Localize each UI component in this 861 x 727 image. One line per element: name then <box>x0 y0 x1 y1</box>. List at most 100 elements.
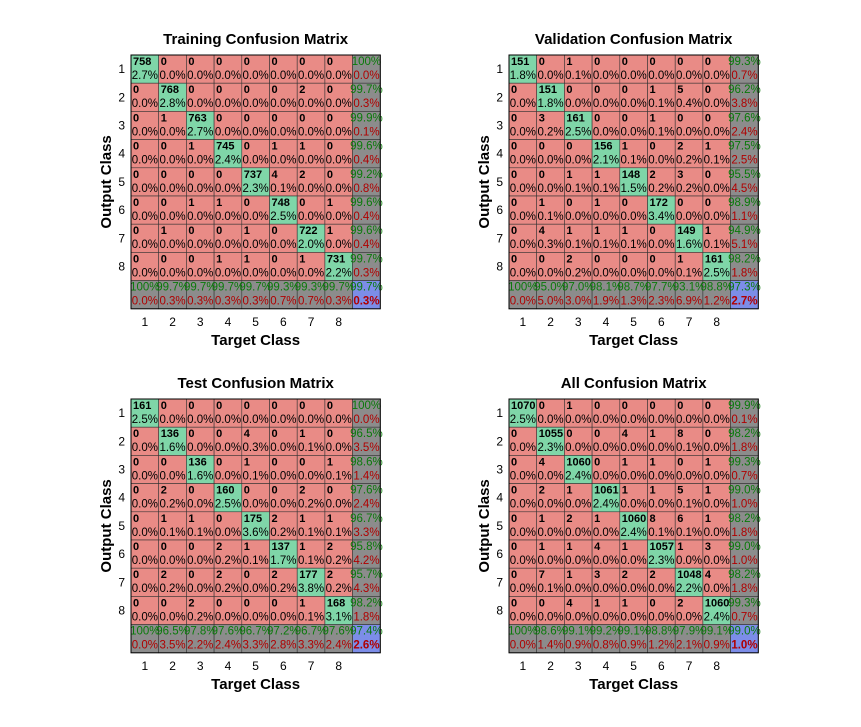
cell-value: 0 <box>216 84 222 96</box>
cell-percent: 0.0% <box>676 470 702 482</box>
cell-value: 2 <box>299 84 305 96</box>
off-diagonal-cell <box>130 139 160 169</box>
cell-value: 2 <box>188 597 194 609</box>
off-diagonal-cell <box>647 111 676 140</box>
cell-value: 0 <box>299 400 305 412</box>
cell-percent: 0.0% <box>648 267 674 279</box>
diagonal-cell <box>591 139 621 169</box>
cell-percent: 0.9% <box>565 640 591 652</box>
cell-percent: 1.6% <box>676 239 702 251</box>
cell-percent: 0.0% <box>270 126 296 138</box>
cell-value: 1 <box>622 225 628 237</box>
x-tick-label: 7 <box>308 659 315 673</box>
cell-value: 1 <box>216 253 222 265</box>
cell-percent: 1.0% <box>731 555 757 567</box>
cell-value: 1 <box>705 513 711 525</box>
cell-value: 100% <box>130 626 159 638</box>
off-diagonal-cell <box>591 223 621 253</box>
cell-value: 0 <box>327 485 333 497</box>
off-diagonal-cell <box>158 54 187 84</box>
cell-percent: 0.0% <box>621 414 647 426</box>
x-tick-label: 2 <box>547 315 554 329</box>
off-diagonal-cell <box>647 567 676 597</box>
cell-value: 0 <box>161 197 167 209</box>
cell-value: 0 <box>594 253 600 265</box>
off-diagonal-cell <box>536 167 565 197</box>
off-diagonal-cell <box>241 426 270 456</box>
cell-value: 0 <box>511 569 517 581</box>
cell-percent: 0.0% <box>298 267 324 279</box>
off-diagonal-cell <box>564 483 593 513</box>
cell-value: 0 <box>299 56 305 68</box>
cell-percent: 0.0% <box>510 611 536 623</box>
cell-value: 0 <box>216 112 222 124</box>
cell-percent: 0.0% <box>510 527 536 539</box>
cell-value: 97.6% <box>350 485 383 497</box>
cell-percent: 0.0% <box>159 414 185 426</box>
cell-value: 97.5% <box>728 141 761 153</box>
cell-value: 0 <box>594 84 600 96</box>
cell-value: 0 <box>133 169 139 181</box>
column-summary-cell <box>591 280 621 310</box>
cell-value: 2 <box>272 513 278 525</box>
cell-percent: 2.3% <box>648 555 674 567</box>
cell-value: 1 <box>594 169 600 181</box>
cell-value: 4 <box>539 456 546 468</box>
cell-percent: 0.0% <box>326 70 352 82</box>
cell-percent: 0.0% <box>215 267 241 279</box>
cell-value: 3 <box>705 541 711 553</box>
cell-value: 95.8% <box>350 541 383 553</box>
x-tick-label: 5 <box>252 315 259 329</box>
cell-percent: 0.4% <box>353 155 379 167</box>
y-tick-label: 8 <box>118 604 125 618</box>
off-diagonal-cell <box>269 252 298 281</box>
y-axis-label: Output Class <box>98 135 115 228</box>
y-tick-label: 2 <box>118 434 125 448</box>
off-diagonal-cell <box>130 596 160 625</box>
off-diagonal-cell <box>619 426 648 456</box>
cell-percent: 0.1% <box>676 527 702 539</box>
cell-percent: 0.0% <box>298 126 324 138</box>
off-diagonal-cell <box>702 223 731 253</box>
cell-value: 1 <box>594 597 600 609</box>
cell-percent: 0.0% <box>132 555 158 567</box>
cell-percent: 2.3% <box>537 442 563 454</box>
cell-value: 1 <box>161 225 167 237</box>
cell-value: 0 <box>539 597 545 609</box>
column-summary-cell <box>130 280 160 310</box>
off-diagonal-cell <box>508 223 538 253</box>
cell-percent: 0.0% <box>326 98 352 110</box>
cell-percent: 0.0% <box>159 183 185 195</box>
cell-percent: 0.2% <box>676 183 702 195</box>
cell-percent: 0.0% <box>537 527 563 539</box>
cell-percent: 2.5% <box>704 267 730 279</box>
cell-value: 177 <box>299 569 317 581</box>
diagonal-cell <box>536 82 565 112</box>
cell-percent: 2.8% <box>159 98 185 110</box>
cell-value: 2 <box>539 485 545 497</box>
diagonal-cell <box>536 426 565 456</box>
cell-percent: 0.0% <box>593 470 619 482</box>
off-diagonal-cell <box>591 398 621 428</box>
column-summary-cell <box>647 280 676 310</box>
cell-percent: 2.7% <box>132 70 158 82</box>
cell-percent: 1.8% <box>510 70 536 82</box>
cell-value: 0 <box>272 456 278 468</box>
cell-percent: 0.0% <box>326 155 352 167</box>
off-diagonal-cell <box>158 139 187 169</box>
off-diagonal-cell <box>564 511 593 541</box>
off-diagonal-cell <box>269 567 298 597</box>
cell-value: 99.7% <box>239 282 272 294</box>
cell-value: 98.1% <box>590 282 623 294</box>
cell-percent: 0.1% <box>298 527 324 539</box>
cell-value: 96.5% <box>156 626 189 638</box>
off-diagonal-cell <box>702 426 731 456</box>
cell-value: 1 <box>622 597 628 609</box>
cell-value: 100% <box>130 282 159 294</box>
cell-percent: 5.0% <box>537 296 563 308</box>
cell-value: 1 <box>161 112 167 124</box>
cell-percent: 0.0% <box>132 211 158 223</box>
diagonal-cell <box>508 54 538 84</box>
cell-value: 1 <box>622 456 628 468</box>
off-diagonal-cell <box>536 483 565 513</box>
